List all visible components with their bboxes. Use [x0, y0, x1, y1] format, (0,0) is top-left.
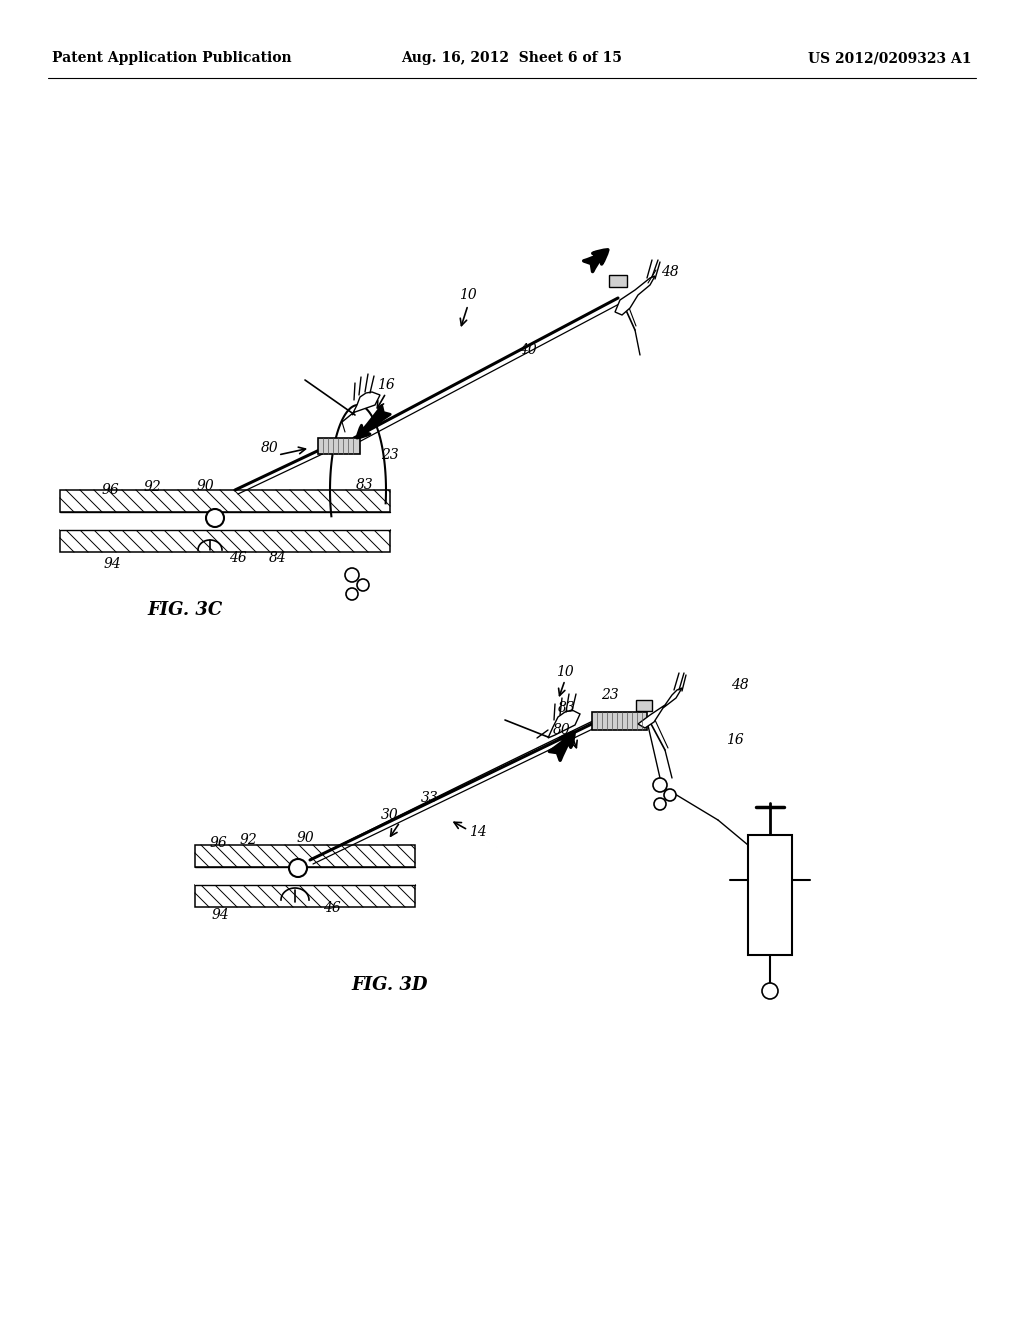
Circle shape [357, 579, 369, 591]
Polygon shape [548, 710, 580, 738]
Text: 46: 46 [229, 550, 247, 565]
Text: Aug. 16, 2012  Sheet 6 of 15: Aug. 16, 2012 Sheet 6 of 15 [401, 51, 623, 65]
Circle shape [206, 510, 224, 527]
Circle shape [664, 789, 676, 801]
Text: 23: 23 [601, 688, 618, 702]
Text: 94: 94 [211, 908, 229, 921]
Text: 48: 48 [662, 265, 679, 279]
Text: 83: 83 [356, 478, 374, 492]
Bar [748, 836, 792, 954]
Text: 92: 92 [240, 833, 257, 847]
Text: 96: 96 [101, 483, 119, 498]
Bar [318, 438, 360, 454]
Polygon shape [638, 688, 682, 729]
Text: 40: 40 [519, 343, 537, 356]
Text: FIG. 3C: FIG. 3C [147, 601, 222, 619]
Circle shape [762, 983, 778, 999]
Circle shape [653, 777, 667, 792]
Text: 90: 90 [197, 479, 214, 492]
Text: 90: 90 [296, 832, 314, 845]
Text: 94: 94 [103, 557, 121, 572]
Text: 80: 80 [261, 441, 279, 455]
Text: 92: 92 [143, 480, 161, 494]
Text: 80: 80 [553, 723, 570, 737]
Text: 83: 83 [558, 701, 575, 715]
Text: 46: 46 [324, 902, 341, 915]
Circle shape [346, 587, 358, 601]
Bar [60, 490, 390, 512]
Text: Patent Application Publication: Patent Application Publication [52, 51, 292, 65]
Text: 10: 10 [459, 288, 477, 302]
Text: 10: 10 [556, 665, 573, 678]
Bar [195, 884, 415, 907]
Bar [609, 275, 627, 286]
Text: US 2012/0209323 A1: US 2012/0209323 A1 [809, 51, 972, 65]
Text: 23: 23 [381, 447, 399, 462]
Text: 33: 33 [421, 791, 439, 805]
Circle shape [289, 859, 307, 876]
Bar [636, 700, 652, 711]
Bar [60, 512, 390, 531]
Bar [60, 531, 390, 552]
Bar [195, 867, 415, 884]
Text: 30: 30 [381, 808, 399, 822]
Text: 96: 96 [209, 836, 227, 850]
Text: 16: 16 [726, 733, 743, 747]
Text: 16: 16 [377, 378, 395, 392]
Polygon shape [352, 392, 380, 414]
Text: 14: 14 [469, 825, 486, 840]
Bar [195, 845, 415, 867]
Text: 84: 84 [269, 550, 287, 565]
Text: 48: 48 [731, 678, 749, 692]
Circle shape [345, 568, 359, 582]
Text: FIG. 3D: FIG. 3D [352, 975, 428, 994]
Polygon shape [615, 276, 655, 315]
Circle shape [654, 799, 666, 810]
Bar [592, 711, 647, 730]
